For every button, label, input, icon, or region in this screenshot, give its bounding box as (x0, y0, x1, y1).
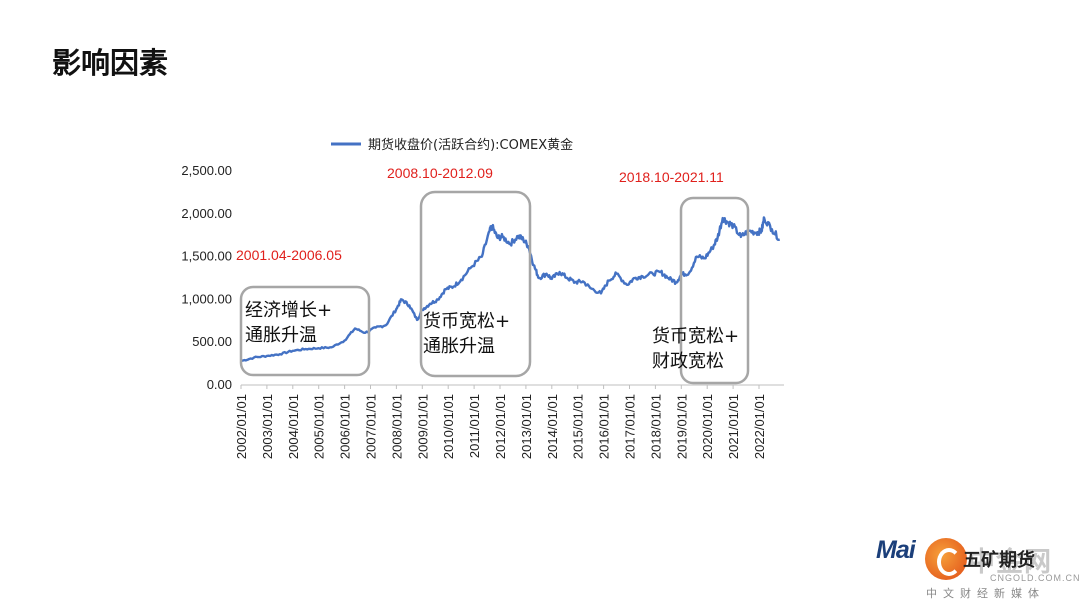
period-note-3-line-1: 货币宽松+ (652, 326, 739, 347)
y-tick-label: 0.00 (207, 377, 232, 392)
x-tick-label: 2009/01/01 (415, 394, 430, 459)
period-label-2: 2008.10-2012.09 (387, 165, 493, 181)
period-note-2-line-2: 通胀升温 (423, 336, 495, 357)
x-axis: 2002/01/01 2003/01/01 2004/01/01 2005/01/01… (234, 385, 767, 459)
watermark-url: CNGOLD.COM.CN (990, 573, 1080, 583)
x-tick-label: 2015/01/01 (571, 394, 586, 459)
x-tick-label: 2017/01/01 (623, 394, 638, 459)
cngold-logo-icon (925, 538, 967, 580)
x-tick-label: 2007/01/01 (364, 394, 379, 459)
x-tick-label: 2020/01/01 (700, 394, 715, 459)
period-note-1-line-1: 经济增长+ (245, 300, 332, 321)
x-tick-label: 2021/01/01 (726, 394, 741, 459)
x-tick-label: 2002/01/01 (234, 394, 249, 459)
x-tick-label: 2004/01/01 (286, 394, 301, 459)
x-tick-label: 2014/01/01 (545, 394, 560, 459)
y-tick-label: 1,500.00 (181, 249, 232, 264)
x-tick-label: 2019/01/01 (674, 394, 689, 459)
period-note-1-line-2: 通胀升温 (245, 325, 317, 346)
mai-logo: Mai (876, 536, 916, 564)
period-box-1 (239, 285, 371, 377)
x-tick-label: 2005/01/01 (312, 394, 327, 459)
x-tick-label: 2006/01/01 (338, 394, 353, 459)
legend-label: 期货收盘价(活跃合约):COMEX黄金 (368, 137, 573, 153)
y-tick-label: 2,000.00 (181, 206, 232, 221)
x-tick-label: 2011/01/01 (467, 394, 482, 458)
period-label-3: 2018.10-2021.11 (619, 169, 724, 185)
period-note-2-line-1: 货币宽松+ (423, 311, 510, 332)
y-tick-label: 2,500.00 (181, 163, 232, 178)
brand-cn-dark-watermark: 五矿期货 (963, 550, 1035, 571)
watermark-subtitle: 中文财经新媒体 (926, 587, 1045, 600)
x-tick-label: 2022/01/01 (752, 394, 767, 459)
x-tick-label: 2010/01/01 (441, 394, 456, 459)
y-tick-label: 1,000.00 (181, 291, 232, 306)
x-tick-label: 2013/01/01 (519, 394, 534, 459)
chart-legend: 期货收盘价(活跃合约):COMEX黄金 (331, 137, 573, 153)
slide-title: 影响因素 (52, 46, 169, 80)
x-tick-label: 2018/01/01 (648, 394, 663, 459)
period-note-3-line-2: 财政宽松 (652, 351, 724, 372)
y-tick-label: 500.00 (192, 334, 232, 349)
period-box-2 (419, 190, 532, 378)
y-axis: 2,500.00 2,000.00 1,500.00 1,000.00 500.00 0.… (181, 163, 232, 392)
x-tick-label: 2003/01/01 (260, 394, 275, 459)
x-tick-label: 2012/01/01 (493, 394, 508, 459)
x-tick-label: 2008/01/01 (389, 394, 404, 459)
period-label-1: 2001.04-2006.05 (236, 247, 342, 263)
gold-price-line (240, 216, 781, 363)
x-tick-label: 2016/01/01 (597, 394, 612, 459)
period-box-3 (679, 196, 750, 385)
brand-cn-watermark: 中金网 (968, 547, 1052, 578)
